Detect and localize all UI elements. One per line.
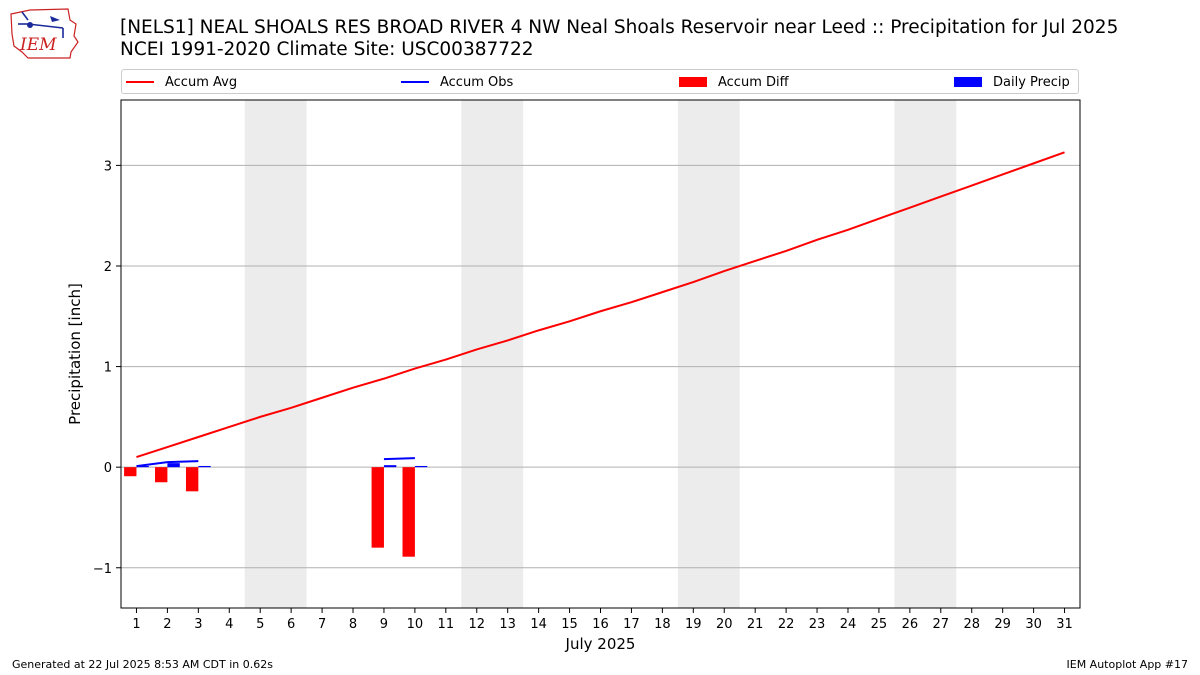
x-tick-label-29: 29 [994,617,1011,632]
daily-precip-bar-2 [167,463,180,468]
accum-diff-bar-10 [402,467,415,557]
x-tick-label-19: 19 [685,617,702,632]
chart-subtitle: NCEI 1991-2020 Climate Site: USC00387722 [120,39,534,60]
x-tick-label-9: 9 [380,617,388,632]
legend-swatch-accum-avg [126,81,154,83]
x-tick-label-18: 18 [654,617,671,632]
x-tick-label-3: 3 [194,617,202,632]
x-tick-label-4: 4 [225,617,233,632]
accum-obs-line-1 [383,457,415,461]
app-footer: IEM Autoplot App #17 [1066,658,1189,671]
accum-diff-bar-2 [155,467,168,483]
x-tick-label-25: 25 [871,617,888,632]
weekend-band-1 [461,100,524,608]
x-tick-label-1: 1 [132,617,140,632]
legend-label-accum-diff: Accum Diff [718,74,789,90]
legend-item-accum-diff: Accum Diff [679,73,789,91]
legend-label-accum-obs: Accum Obs [440,74,514,90]
daily-precip-bar-3 [198,465,211,468]
x-tick-label-17: 17 [623,617,640,632]
legend: Accum Avg Accum Obs Accum Diff Daily Pre… [121,69,1079,94]
generated-footer: Generated at 22 Jul 2025 8:53 AM CDT in … [12,658,273,671]
x-tick-label-28: 28 [963,617,980,632]
y-tick-label-0: −1 [93,562,112,577]
logo-text: IEM [19,35,57,55]
legend-swatch-accum-obs [401,81,429,83]
weekend-band-3 [894,100,957,608]
x-tick-label-14: 14 [530,617,547,632]
legend-label-daily-precip: Daily Precip [993,74,1070,90]
x-tick-label-26: 26 [902,617,919,632]
iem-logo: IEM [10,8,79,59]
y-tick-label-4: 3 [104,159,112,174]
y-axis-label: Precipitation [inch] [66,283,84,425]
x-tick-label-31: 31 [1056,617,1073,632]
daily-precip-bar-1 [136,465,149,468]
x-tick-label-20: 20 [716,617,733,632]
legend-item-daily-precip: Daily Precip [954,73,1070,91]
x-tick-label-13: 13 [499,617,516,632]
daily-precip-bar-9 [383,465,397,468]
y-tick-label-2: 1 [104,361,112,376]
x-tick-label-23: 23 [809,617,826,632]
accum-diff-bar-9 [371,467,384,548]
x-axis-label: July 2025 [565,635,636,653]
x-tick-label-27: 27 [933,617,950,632]
x-tick-label-15: 15 [561,617,578,632]
x-tick-label-6: 6 [287,617,295,632]
legend-swatch-daily-precip [954,77,982,87]
accum-diff-bar-3 [185,467,199,492]
legend-item-accum-avg: Accum Avg [126,73,237,91]
accum-diff-bar-1 [124,467,137,477]
legend-label-accum-avg: Accum Avg [165,74,238,90]
accum-obs-line-0 [136,460,199,468]
weekend-band-2 [677,100,740,608]
accum-avg-line [136,151,1065,459]
x-tick-label-12: 12 [468,617,485,632]
legend-swatch-accum-diff [679,77,707,87]
x-tick-label-7: 7 [318,617,326,632]
x-tick-label-10: 10 [407,617,424,632]
x-tick-label-11: 11 [438,617,455,632]
x-tick-label-5: 5 [256,617,264,632]
x-tick-label-30: 30 [1025,617,1042,632]
x-tick-label-2: 2 [163,617,171,632]
y-tick-label-3: 2 [104,260,112,275]
x-tick-label-8: 8 [349,617,357,632]
x-tick-label-24: 24 [840,617,857,632]
y-tick-label-1: 0 [104,461,112,476]
daily-precip-bar-10 [414,465,428,468]
chart-title: [NELS1] NEAL SHOALS RES BROAD RIVER 4 NW… [120,17,1119,38]
x-tick-label-22: 22 [778,617,795,632]
weekend-band-0 [244,100,307,608]
x-tick-label-16: 16 [592,617,609,632]
legend-item-accum-obs: Accum Obs [401,73,513,91]
x-tick-label-21: 21 [747,617,764,632]
